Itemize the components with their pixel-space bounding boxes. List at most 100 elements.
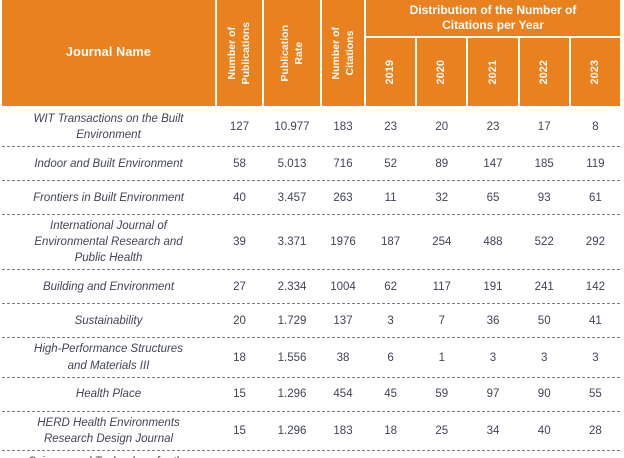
year-value-cell-2019: 52: [384, 157, 397, 170]
year-value-cell-2020: 59: [435, 388, 449, 401]
year-value-cell-2020: 1: [438, 351, 445, 364]
year-value-cell-2023: 55: [589, 388, 602, 401]
publication-rate-cell: 3.371: [277, 236, 307, 249]
year-header-2021-label: 2021: [486, 59, 499, 85]
year-value-cell-2021: 3: [489, 351, 497, 364]
citations-cell: 454: [333, 388, 353, 401]
year-value-cell-2021: 191: [483, 280, 503, 293]
citations-cell: 1976: [330, 236, 356, 249]
journal-name-cell: Frontiers in Built Environment: [33, 191, 184, 204]
publication-rate-cell: 1.556: [277, 351, 307, 364]
year-value-cell-2019: 187: [381, 236, 401, 249]
journal-name-cell: Building and Environment: [42, 280, 175, 293]
year-value-cell-2021: 36: [486, 314, 500, 327]
year-value-cell-2023: 292: [585, 236, 605, 249]
year-value-cell-2023: 61: [589, 191, 602, 204]
journal-name-cell: International Journal of Environmental R…: [34, 220, 183, 265]
journal-name-cell: High-Performance Structures and Material…: [34, 343, 183, 372]
table-header: Journal Name Number of Publications Publ…: [2, 0, 620, 106]
year-value-cell-2022: 93: [537, 191, 551, 204]
year-header-2023: 2023: [570, 38, 620, 106]
year-value-cell-2021: 65: [486, 191, 500, 204]
citations-cell: 38: [336, 351, 350, 364]
year-value-cell-2022: 50: [537, 314, 551, 327]
table-row: International Journal of Environmental R…: [2, 215, 620, 271]
citations-cell: 183: [333, 121, 353, 134]
journal-name-cell: Science and Technology for the Built Env…: [2, 454, 215, 458]
year-header-2022-label: 2022: [537, 59, 550, 85]
citations-cell: 1004: [330, 280, 356, 293]
publications-cell: 15: [233, 388, 246, 401]
table-row: HERD Health Environments Research Design…: [2, 412, 620, 451]
table-body: WIT Transactions on the Built Environmen…: [2, 108, 620, 458]
table-row: Sustainability 20 1.729 137 3 7 36 50 41: [2, 304, 620, 339]
journal-name-header-label: Journal Name: [65, 45, 152, 60]
year-value-cell-2023: 3: [592, 351, 599, 364]
journal-name-header: Journal Name: [2, 0, 215, 106]
year-value-cell-2019: 3: [387, 314, 394, 327]
year-value-cell-2020: 32: [435, 191, 449, 204]
publication-rate-cell: 10.977: [274, 121, 310, 134]
table-row: High-Performance Structures and Material…: [2, 338, 620, 378]
year-value-cell-2022: 90: [537, 388, 551, 401]
year-header-2022: 2022: [519, 38, 569, 106]
publication-rate-header-label: Publication Rate: [278, 24, 305, 82]
publication-rate-cell: 3.457: [277, 191, 307, 204]
year-header-2021: 2021: [468, 38, 518, 106]
year-value-cell-2020: 20: [435, 121, 449, 134]
year-value-cell-2021: 97: [486, 388, 500, 401]
year-value-cell-2019: 11: [384, 191, 397, 204]
year-value-cell-2022: 241: [534, 280, 554, 293]
table-row: Frontiers in Built Environment 40 3.457 …: [2, 181, 620, 216]
table-row: Indoor and Built Environment 58 5.013 71…: [2, 147, 620, 182]
year-value-cell-2021: 34: [486, 424, 500, 437]
distribution-header: Distribution of the Number of Citations …: [366, 0, 620, 36]
citations-cell: 137: [333, 314, 353, 327]
citations-header: Number of Citations: [322, 0, 364, 106]
journal-name-cell: Health Place: [75, 388, 142, 401]
table-row: WIT Transactions on the Built Environmen…: [2, 108, 620, 148]
year-value-cell-2022: 40: [537, 424, 551, 437]
year-value-cell-2020: 25: [435, 424, 449, 437]
year-value-cell-2020: 7: [438, 314, 445, 327]
year-value-cell-2021: 147: [483, 157, 503, 170]
year-value-cell-2023: 41: [589, 314, 602, 327]
year-value-cell-2023: 28: [589, 424, 602, 437]
publications-cell: 20: [233, 314, 246, 327]
year-value-cell-2020: 89: [435, 157, 449, 170]
citations-header-label: Number of Citations: [329, 26, 356, 80]
year-value-cell-2022: 522: [534, 236, 554, 249]
publications-header: Number of Publications: [217, 0, 262, 106]
publications-header-label: Number of Publications: [226, 21, 253, 85]
distribution-header-label: Distribution of the Number of Citations …: [409, 3, 577, 32]
year-value-cell-2019: 23: [384, 121, 397, 134]
year-value-cell-2022: 3: [540, 351, 548, 364]
publications-cell: 15: [233, 424, 246, 437]
journal-name-cell: Sustainability: [74, 314, 143, 327]
publications-cell: 39: [233, 236, 246, 249]
year-value-cell-2022: 17: [537, 121, 551, 134]
journal-name-cell: WIT Transactions on the Built Environmen…: [33, 113, 184, 142]
publication-rate-cell: 1.729: [277, 314, 307, 327]
publication-rate-cell: 1.296: [277, 388, 307, 401]
journal-name-cell: Indoor and Built Environment: [34, 157, 183, 170]
year-header-2020: 2020: [417, 38, 467, 106]
year-value-cell-2021: 488: [483, 236, 503, 249]
year-header-2019-label: 2019: [384, 59, 397, 85]
publications-cell: 58: [233, 157, 246, 170]
table-row: Building and Environment 27 2.334 1004 6…: [2, 270, 620, 305]
year-value-cell-2023: 142: [585, 280, 605, 293]
publication-rate-cell: 1.296: [277, 424, 307, 437]
publications-cell: 40: [233, 191, 246, 204]
publications-cell: 18: [233, 351, 246, 364]
year-value-cell-2023: 119: [586, 157, 605, 170]
year-header-2020-label: 2020: [435, 59, 448, 85]
publications-cell: 27: [233, 280, 246, 293]
publication-rate-header: Publication Rate: [264, 0, 320, 106]
table-row: Science and Technology for the Built Env…: [2, 451, 620, 458]
year-value-cell-2019: 6: [387, 351, 394, 364]
year-value-cell-2019: 18: [384, 424, 397, 437]
year-value-cell-2020: 117: [432, 280, 451, 293]
year-value-cell-2020: 254: [432, 236, 452, 249]
